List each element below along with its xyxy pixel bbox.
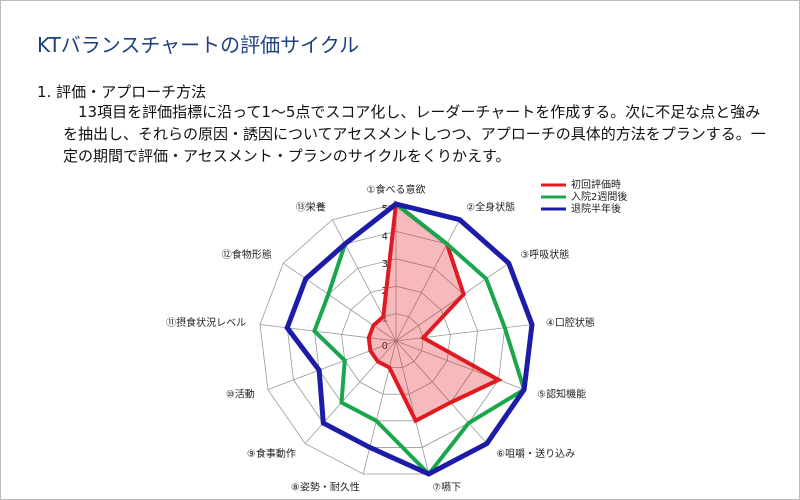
series-line: [366, 200, 503, 424]
spoke: [304, 340, 397, 444]
body-text: 13項目を評価指標に沿って1～5点でスコア化し、レーダーチャートを作成する。次に…: [63, 103, 766, 165]
radar-chart: 012345①食べる意欲②全身状態③呼吸状態④口腔状態⑤認知機能⑥咀嚼・送り込み…: [166, 178, 627, 494]
axis-label: ⑥咀嚼・送り込み: [496, 447, 575, 460]
axis-label: ④口腔状態: [546, 316, 595, 329]
series-line: [284, 201, 535, 477]
spoke: [362, 340, 397, 475]
legend-label: 入院2週間後: [571, 190, 627, 203]
series-line: [312, 201, 527, 478]
spoke: [395, 340, 430, 475]
spoke: [395, 324, 533, 342]
tick-label: 5: [382, 204, 388, 215]
legend-label: 初回評価時: [571, 178, 621, 191]
legend-label: 退院半年後: [571, 202, 621, 215]
tick-label: 3: [382, 259, 388, 270]
axis-label: ⑫食物形態: [222, 248, 272, 261]
spoke: [395, 219, 461, 342]
axis-label: ⑦嚥下: [432, 481, 461, 494]
spoke: [267, 340, 397, 390]
spoke: [331, 219, 397, 342]
spoke: [395, 262, 509, 342]
axis-label: ③呼吸状態: [520, 248, 569, 261]
spoke: [395, 340, 488, 444]
spoke: [283, 262, 397, 342]
tick-label: 4: [382, 231, 388, 242]
axis-label: ②全身状態: [466, 200, 515, 213]
axis-label: ⑬栄養: [296, 200, 326, 213]
spoke: [395, 340, 525, 390]
axis-label: ⑨食事動作: [247, 447, 296, 460]
axis-label: ⑤認知機能: [537, 388, 586, 401]
spoke: [259, 324, 397, 342]
axis-label: ⑧姿勢・耐久性: [291, 481, 360, 494]
tick-label: 0: [382, 341, 388, 352]
axis-label: ⑩活動: [226, 388, 255, 401]
slide-title: KTバランスチャートの評価サイクル: [37, 33, 360, 57]
axis-label: ①食べる意欲: [367, 183, 426, 196]
axis-label: ⑪摂食状況レベル: [166, 316, 246, 329]
section-heading: 1. 評価・アプローチ方法: [37, 83, 207, 101]
